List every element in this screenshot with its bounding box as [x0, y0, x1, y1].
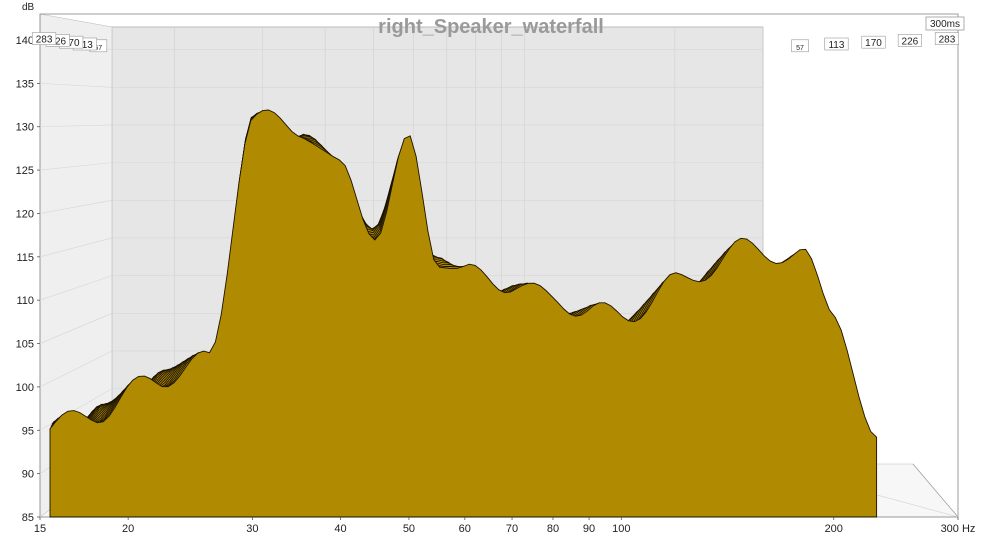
side-gridline-y	[39, 162, 113, 171]
y-tick-label: 90	[22, 469, 34, 481]
y-tick-label: 120	[16, 208, 34, 220]
y-tick-label: 110	[16, 295, 34, 307]
x-tick-label: 15	[34, 523, 46, 535]
y-tick-label: 125	[16, 165, 34, 177]
z-tick-box	[32, 32, 57, 45]
axes: 85 90 95 100 105 110 115 120 125 130 135 140 15 20 30 4…	[16, 32, 976, 535]
y-tick-label: 115	[16, 252, 34, 264]
y-tick-label: 135	[16, 78, 34, 90]
x-tick-label: 200	[825, 523, 843, 535]
z-tick-text: 170	[63, 38, 80, 49]
right-floor-edge	[912, 463, 959, 518]
x-tick-label: 80	[547, 523, 559, 535]
y-tick-label: 105	[16, 339, 34, 351]
y-tick-label: 95	[22, 425, 34, 437]
waterfall-slice	[49, 109, 878, 518]
z-tick-label-right: 226	[897, 34, 922, 47]
y-axis-label: dB	[22, 2, 35, 13]
z-tick-label-right: 113	[824, 37, 849, 51]
z-axis-label-box: 300ms	[925, 16, 965, 31]
side-gridline-y	[39, 124, 113, 128]
x-tick-label: 70	[506, 523, 518, 535]
y-tick-label: 130	[16, 122, 34, 134]
side-gridline-y	[39, 275, 113, 301]
z-tick-text: 226	[902, 36, 919, 47]
z-tick-text: 57	[94, 45, 102, 52]
side-gridline-y	[39, 83, 113, 88]
z-tick-text: 283	[939, 35, 956, 46]
side-gridline-y	[39, 313, 113, 344]
z-tick-text: 113	[77, 40, 93, 51]
y-tick-label: 100	[16, 382, 34, 394]
z-tick-label-left: 283	[32, 32, 57, 46]
z-tick-label-right: 57	[791, 39, 809, 53]
chart-title: right_Speaker_waterfall	[378, 16, 604, 38]
x-tick-label: 50	[403, 523, 415, 535]
waterfall-ridges	[49, 109, 878, 518]
z-tick-label-right: 170	[861, 35, 886, 49]
side-gridline-y	[39, 350, 113, 388]
z-tick-box	[934, 32, 960, 45]
y-tick-label: 140	[16, 35, 34, 47]
side-gridline-y	[39, 199, 113, 214]
z-tick-text: 170	[865, 38, 882, 49]
y-tick-label: 85	[22, 512, 34, 524]
z-tick-box	[824, 37, 849, 51]
z-tick-text: 283	[36, 35, 53, 46]
x-tick-label: 90	[583, 523, 595, 535]
z-tick-text: 113	[828, 40, 844, 51]
z-tick-text: 57	[796, 45, 804, 52]
x-tick-label: 40	[334, 523, 346, 535]
z-tick-box	[861, 35, 886, 49]
z-tick-box	[791, 39, 809, 53]
z-tick-text: 226	[49, 36, 66, 47]
z-tick-box	[897, 34, 922, 47]
x-tick-label: 100	[612, 523, 630, 535]
z-axis-label: 300ms	[930, 19, 960, 30]
side-gridline-y	[39, 237, 113, 258]
x-tick-label: 30	[246, 523, 258, 535]
x-tick-label: 300 Hz	[941, 523, 976, 535]
z-tick-label-right: 283	[934, 32, 960, 46]
x-tick-label: 60	[459, 523, 471, 535]
x-tick-label: 20	[122, 523, 134, 535]
